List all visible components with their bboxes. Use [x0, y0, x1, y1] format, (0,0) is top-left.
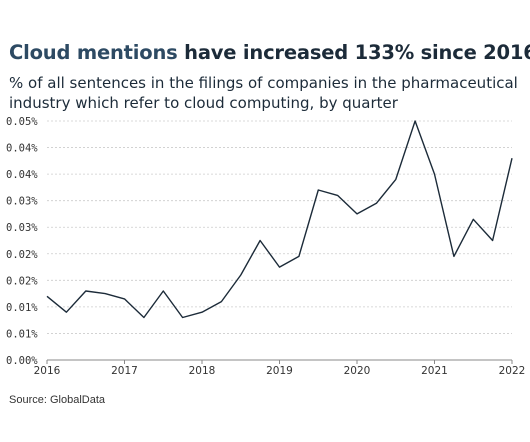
title-highlight: Cloud mentions: [9, 41, 178, 64]
x-tick-label: 2020: [344, 365, 371, 377]
series-line: [46, 120, 513, 319]
y-tick-label: 0.01%: [6, 328, 38, 340]
chart-subtitle: % of all sentences in the filings of com…: [9, 74, 518, 112]
y-tick-label: 0.02%: [6, 249, 38, 261]
chart-title: Cloud mentions have increased 133% since…: [9, 41, 530, 64]
x-tick-label: 2019: [266, 365, 293, 377]
y-axis-ticks: 0.00% 0.01% 0.01% 0.02% 0.02% 0.03% 0.03% 0.04%…: [6, 116, 38, 367]
source-note: Source: GlobalData: [9, 394, 105, 406]
title-rest: have increased 133% since 2016: [177, 41, 530, 64]
x-tick-label: 2021: [421, 365, 448, 377]
x-tick-label: 2017: [111, 365, 138, 377]
x-tick-label: 2022: [499, 365, 526, 377]
y-tick-label: 0.00%: [6, 355, 38, 367]
x-tick-label: 2016: [34, 365, 61, 377]
y-tick-label: 0.03%: [6, 196, 38, 208]
y-tick-label: 0.04%: [6, 169, 38, 181]
x-axis-ticks: 2016 2017 2018 2019 2020 2021 2022: [34, 360, 526, 377]
gridlines: [47, 120, 512, 361]
y-tick-label: 0.02%: [6, 275, 38, 287]
y-tick-label: 0.04%: [6, 143, 38, 155]
x-tick-label: 2018: [189, 365, 216, 377]
y-tick-label: 0.03%: [6, 222, 38, 234]
y-tick-label: 0.01%: [6, 302, 38, 314]
y-tick-label: 0.05%: [6, 116, 38, 128]
series-lines: [46, 120, 513, 319]
